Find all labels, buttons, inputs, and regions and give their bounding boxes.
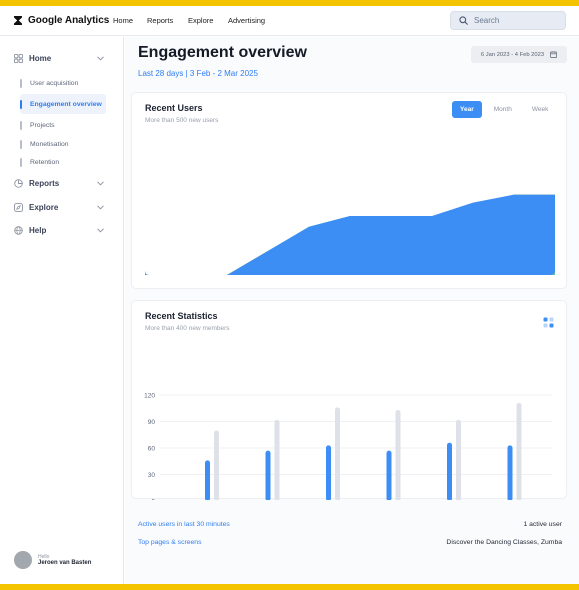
- stat-label[interactable]: Active users in last 30 minutes: [138, 521, 230, 528]
- date-range-text: 6 Jan 2023 - 4 Feb 2023: [480, 51, 545, 58]
- stat-row[interactable]: Active users in last 30 minutes 1 active…: [138, 521, 562, 533]
- sidebar-item-label: Home: [29, 54, 52, 63]
- recent-stats-card: Recent Statistics More than 400 new memb…: [131, 300, 567, 501]
- chevron-down-icon[interactable]: [97, 228, 104, 233]
- sidebar-item-label: Explore: [29, 203, 59, 212]
- bar-secondary: [456, 419, 461, 500]
- search-placeholder: Search: [474, 16, 500, 25]
- sidebar-item-home[interactable]: Home: [14, 54, 51, 63]
- widget-menu-icon[interactable]: [543, 317, 554, 328]
- search-input[interactable]: Search: [450, 11, 566, 30]
- bar-primary: [205, 460, 210, 500]
- bar-secondary: [274, 419, 280, 500]
- app-logo[interactable]: Google Analytics: [14, 15, 109, 26]
- sidebar-subitem-label: Monetisation: [30, 140, 69, 148]
- sidebar-tick: [20, 78, 22, 88]
- globe-icon: [14, 226, 23, 235]
- bar-primary: [265, 450, 271, 500]
- nav-reports[interactable]: Reports: [147, 16, 174, 25]
- bar-primary: [386, 450, 392, 500]
- header: Google Analytics Home Reports Explore Ad…: [0, 6, 579, 36]
- tab-week[interactable]: Week: [531, 106, 549, 113]
- hourglass-logo-icon: [14, 16, 22, 25]
- sidebar-item-label: Help: [29, 226, 47, 235]
- user-name: Jeroen van Basten: [38, 560, 92, 566]
- sidebar-subitem-user-acquisition[interactable]: User acquisition: [20, 76, 78, 90]
- recent-stats-title: Recent Statistics: [145, 311, 218, 321]
- calendar-icon: [550, 51, 558, 58]
- bar-primary: [507, 445, 513, 500]
- bar-secondary: [395, 410, 401, 500]
- sidebar-subitem-engagement-overview[interactable]: Engagement overview: [20, 94, 106, 114]
- stat-value: Discover the Dancing Classes, Zumba: [446, 539, 562, 546]
- bottom-accent-bar: [0, 584, 579, 590]
- user-profile[interactable]: Hello Jeroen van Basten: [14, 551, 91, 569]
- y-tick-label: 0: [151, 499, 155, 501]
- date-range-picker[interactable]: 6 Jan 2023 - 4 Feb 2023: [471, 46, 567, 63]
- pie-chart-icon: [14, 179, 23, 188]
- sidebar-tick: [20, 157, 22, 167]
- sidebar-tick: [20, 139, 22, 149]
- nav-explore[interactable]: Explore: [188, 16, 214, 25]
- tab-year[interactable]: Year: [452, 101, 482, 118]
- top-accent-bar: [0, 0, 579, 6]
- nav-advertising[interactable]: Advertising: [228, 16, 266, 25]
- stat-row[interactable]: Top pages & screens Discover the Dancing…: [138, 539, 562, 551]
- page-subtitle: Last 28 days | 3 Feb - 2 Mar 2025: [138, 69, 258, 78]
- app-title: Google Analytics: [28, 15, 110, 26]
- sidebar-item-label: Reports: [29, 179, 60, 188]
- sidebar-item-reports[interactable]: Reports: [14, 179, 59, 188]
- sidebar-item-explore[interactable]: Explore: [14, 203, 58, 212]
- sidebar-subitem-label: Engagement overview: [30, 100, 102, 108]
- avatar: [14, 551, 32, 569]
- stat-value: 1 active user: [523, 521, 562, 528]
- y-tick-label: 90: [148, 419, 156, 426]
- chevron-down-icon[interactable]: [97, 205, 104, 210]
- sidebar: Home User acquisition Engagement overvie…: [0, 37, 124, 584]
- recent-users-card: Recent Users More than 500 new users Yea…: [131, 92, 567, 289]
- sidebar-subitem-monetisation[interactable]: Monetisation: [20, 137, 69, 151]
- grid-icon: [14, 54, 23, 63]
- recent-stats-bar-chart: 0306090120FebMarAprMayJunJul: [144, 393, 552, 501]
- sidebar-subitem-retention[interactable]: Retention: [20, 155, 59, 169]
- bar-secondary: [214, 430, 219, 500]
- sidebar-subitem-label: User acquisition: [30, 79, 79, 87]
- sidebar-subitem-label: Projects: [30, 121, 55, 129]
- sidebar-tick: [20, 120, 22, 130]
- y-tick-label: 60: [148, 446, 156, 453]
- main-content: Engagement overview Last 28 days | 3 Feb…: [125, 37, 579, 584]
- sidebar-subitem-label: Retention: [30, 158, 60, 166]
- chevron-down-icon[interactable]: [97, 56, 104, 61]
- period-tabs: Year Month Week: [452, 101, 556, 118]
- recent-users-area-chart: [145, 194, 555, 275]
- recent-users-subtitle: More than 500 new users: [145, 117, 219, 124]
- bar-secondary: [516, 402, 522, 500]
- user-greeting: Hello: [38, 554, 50, 560]
- tab-month[interactable]: Month: [493, 106, 512, 113]
- area-series: [145, 194, 555, 275]
- bar-secondary: [335, 407, 340, 500]
- sidebar-tick-active: [20, 99, 22, 109]
- sidebar-item-help[interactable]: Help: [14, 226, 46, 235]
- page-title: Engagement overview: [138, 44, 307, 61]
- stat-label[interactable]: Top pages & screens: [138, 539, 202, 546]
- y-tick-label: 30: [148, 472, 156, 479]
- sidebar-subitem-projects[interactable]: Projects: [20, 118, 55, 132]
- bar-primary: [326, 445, 331, 500]
- explore-icon: [14, 203, 23, 212]
- recent-users-title: Recent Users: [145, 103, 203, 113]
- recent-stats-subtitle: More than 400 new members: [145, 325, 230, 332]
- bar-primary: [447, 442, 452, 500]
- y-tick-label: 120: [144, 393, 155, 400]
- nav-home[interactable]: Home: [113, 16, 134, 25]
- chevron-down-icon[interactable]: [97, 181, 104, 186]
- search-icon: [459, 16, 468, 25]
